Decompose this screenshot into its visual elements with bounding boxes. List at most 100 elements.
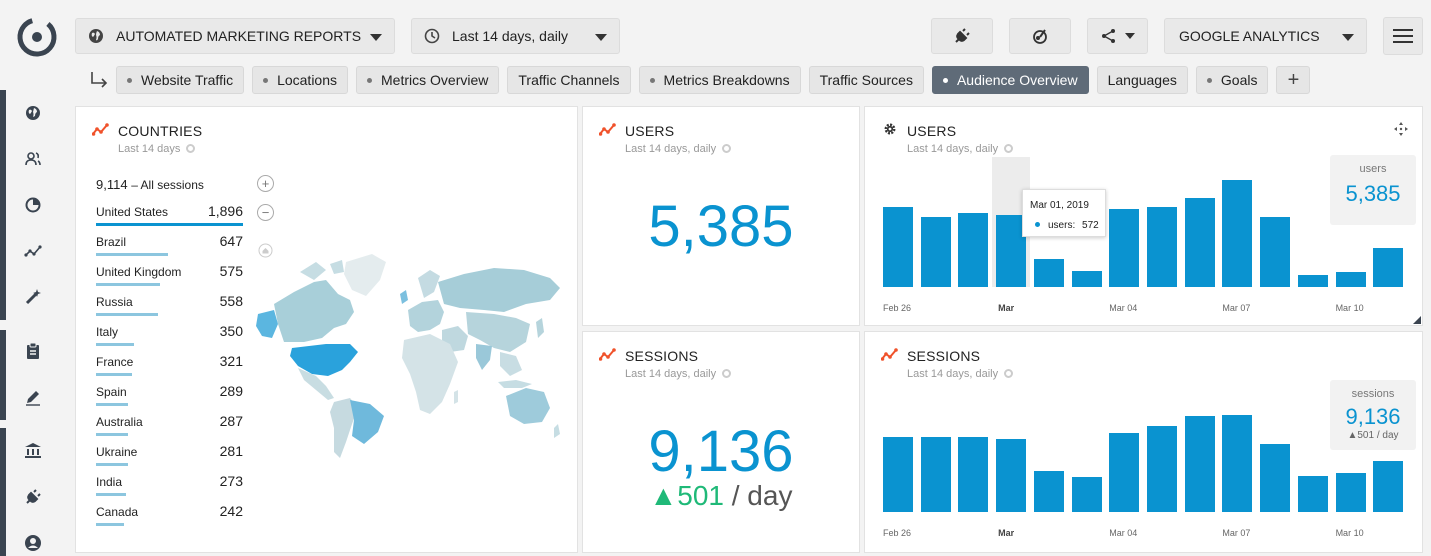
country-row[interactable]: Australia 287 [96,413,243,445]
map-region-colombia-andes [330,398,358,458]
country-value: 242 [219,503,243,519]
tab-locations[interactable]: Locations [252,66,349,94]
zoom-out-button[interactable]: − [257,204,274,221]
edit-pencil-icon[interactable] [24,388,42,406]
tab-website-traffic[interactable]: Website Traffic [116,66,245,94]
tab-traffic-channels[interactable]: Traffic Channels [507,66,631,94]
map-region-brazil [350,400,384,444]
date-range-selector[interactable]: Last 14 days, daily [411,18,620,54]
integrations-button[interactable] [931,18,993,54]
info-icon[interactable] [1004,144,1014,153]
magic-wand-icon[interactable] [24,288,42,306]
tab-goals[interactable]: Goals [1195,66,1269,94]
country-share-bar [96,373,132,376]
data-source-selector[interactable]: GOOGLE ANALYTICS [1164,18,1367,54]
chart-bar[interactable] [958,437,989,512]
app-logo-icon[interactable] [16,16,58,58]
share-button[interactable] [1087,18,1148,54]
tab-audience-overview[interactable]: Audience Overview [931,66,1089,94]
chart-bar[interactable] [1260,443,1291,512]
panel-subtitle: Last 14 days, daily [907,368,1014,380]
data-usage-icon[interactable] [24,196,42,214]
chart-bar[interactable] [1373,460,1404,512]
country-row[interactable]: France 321 [96,353,243,385]
chart-bar[interactable] [1184,198,1215,287]
users-icon[interactable] [24,150,42,168]
chart-bar[interactable] [1373,247,1404,287]
tab-metrics-breakdowns[interactable]: Metrics Breakdowns [638,66,801,94]
resize-handle-icon[interactable] [1413,316,1421,324]
clipboard-icon[interactable] [24,342,42,360]
chart-bar[interactable] [1335,271,1366,287]
sessions-total-value: 9,136 [648,419,794,484]
home-reset-icon[interactable] [258,243,273,258]
chart-bar[interactable] [1109,432,1140,512]
chart-bar[interactable] [1071,476,1102,512]
info-icon[interactable] [1004,369,1014,378]
hamburger-menu-icon [1393,29,1413,43]
chart-bar[interactable] [1222,414,1253,512]
users-bar-chart[interactable]: Feb 26 Mar Mar 04 Mar 07 Mar 10 [865,107,1422,325]
country-row[interactable]: Canada 242 [96,503,243,535]
tab-metrics-overview[interactable]: Metrics Overview [356,66,500,94]
country-share-bar [96,223,243,226]
chart-bar[interactable] [883,206,913,287]
chart-bar[interactable] [883,437,913,512]
panel-subtitle: Last 14 days, daily [625,368,732,380]
info-icon[interactable] [186,144,196,153]
country-row[interactable]: Ukraine 281 [96,443,243,475]
account-circle-icon[interactable] [24,534,42,552]
report-selector[interactable]: AUTOMATED MARKETING REPORTS [75,18,395,54]
chart-bar[interactable] [1147,206,1177,287]
country-row[interactable]: Brazil 647 [96,233,243,265]
chart-bar[interactable] [996,214,1027,287]
map-region-russia [438,268,560,312]
tab-label: Traffic Sources [819,72,913,88]
chart-bar[interactable] [1071,270,1102,287]
chart-bar[interactable] [920,216,951,287]
sessions-stat-value: 9,136 [1345,404,1401,429]
chart-bar[interactable] [1222,180,1253,287]
trend-line-icon[interactable] [24,242,42,260]
world-map[interactable] [254,252,564,462]
globe-icon[interactable] [24,104,42,122]
info-icon[interactable] [722,144,732,153]
tooltip-series-dot [1035,222,1040,227]
chart-bar[interactable] [920,437,951,512]
tab-languages[interactable]: Languages [1096,66,1188,94]
bank-icon[interactable] [24,442,42,460]
chart-bar[interactable] [1033,471,1064,512]
panel-title: USERS [625,123,675,139]
country-row[interactable]: Italy 350 [96,323,243,355]
gear-icon[interactable] [881,122,899,136]
chart-tooltip: Mar 01, 2019 users: 572 [1022,189,1106,237]
info-icon[interactable] [722,369,732,378]
plug-icon[interactable] [24,488,42,506]
share-icon [1101,29,1115,43]
tab-traffic-sources[interactable]: Traffic Sources [808,66,924,94]
sessions-stat-delta: ▲501 / day [1347,430,1399,441]
country-row[interactable]: United States 1,896 [96,203,243,235]
chart-bar[interactable] [996,439,1027,512]
chart-bar[interactable] [958,212,989,287]
move-icon[interactable] [1394,122,1408,136]
chart-bar[interactable] [1184,416,1215,512]
x-axis-tick-label: Mar 10 [1335,303,1364,313]
country-row[interactable]: India 273 [96,473,243,505]
theme-button[interactable] [1009,18,1071,54]
chart-bar[interactable] [1109,209,1140,287]
chart-bar[interactable] [1033,259,1064,287]
sessions-bar-chart[interactable]: Feb 26 Mar Mar 04 Mar 07 Mar 10 [865,332,1422,552]
country-row[interactable]: Russia 558 [96,293,243,325]
chart-bar[interactable] [1335,472,1366,512]
country-row[interactable]: Spain 289 [96,383,243,415]
add-tab-button[interactable]: + [1276,66,1311,94]
chart-bar[interactable] [1260,216,1291,287]
map-region-madagascar [454,390,458,404]
country-row[interactable]: United Kingdom 575 [96,263,243,295]
chart-bar[interactable] [1297,475,1328,512]
menu-button[interactable] [1383,17,1423,55]
zoom-in-button[interactable]: + [257,175,274,192]
chart-bar[interactable] [1297,275,1328,287]
chart-bar[interactable] [1147,426,1177,512]
